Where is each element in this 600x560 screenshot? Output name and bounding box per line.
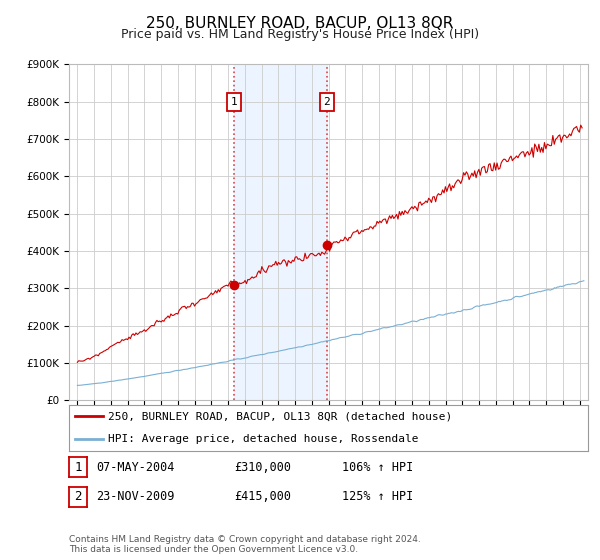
Text: 250, BURNLEY ROAD, BACUP, OL13 8QR: 250, BURNLEY ROAD, BACUP, OL13 8QR — [146, 16, 454, 31]
Text: 1: 1 — [74, 460, 82, 474]
Bar — [234, 64, 327, 400]
Text: 2: 2 — [323, 97, 330, 107]
Text: 23-NOV-2009: 23-NOV-2009 — [96, 490, 175, 503]
Text: £310,000: £310,000 — [234, 460, 291, 474]
Text: HPI: Average price, detached house, Rossendale: HPI: Average price, detached house, Ross… — [108, 435, 418, 444]
Text: £415,000: £415,000 — [234, 490, 291, 503]
Text: 07-MAY-2004: 07-MAY-2004 — [96, 460, 175, 474]
Text: Price paid vs. HM Land Registry's House Price Index (HPI): Price paid vs. HM Land Registry's House … — [121, 28, 479, 41]
Text: 250, BURNLEY ROAD, BACUP, OL13 8QR (detached house): 250, BURNLEY ROAD, BACUP, OL13 8QR (deta… — [108, 412, 452, 421]
Text: 1: 1 — [230, 97, 237, 107]
Text: 106% ↑ HPI: 106% ↑ HPI — [342, 460, 413, 474]
Text: Contains HM Land Registry data © Crown copyright and database right 2024.
This d: Contains HM Land Registry data © Crown c… — [69, 535, 421, 554]
Text: 125% ↑ HPI: 125% ↑ HPI — [342, 490, 413, 503]
Text: 2: 2 — [74, 490, 82, 503]
